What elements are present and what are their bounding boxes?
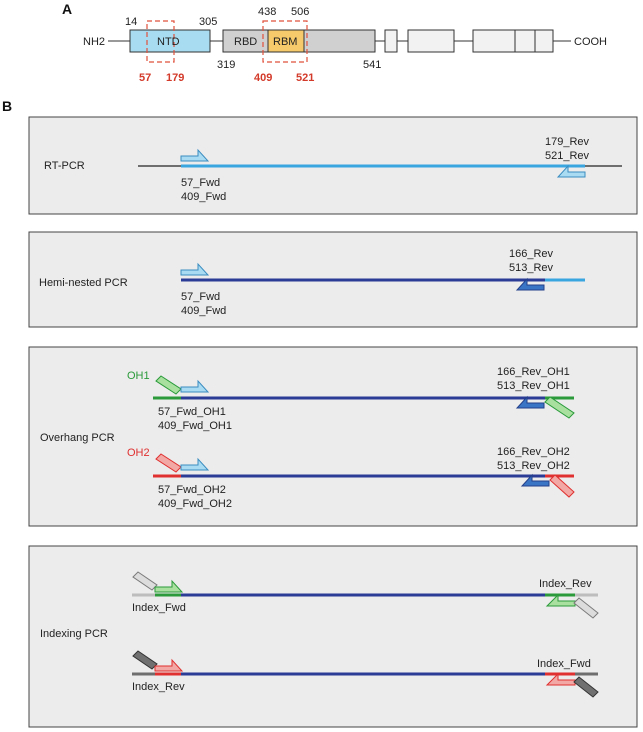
target-box-ntd	[146, 20, 175, 63]
overhang-panel: Overhang PCR OH1 57_Fwd_OH1 409_Fwd_OH1 …	[28, 346, 638, 527]
ntd-label: NTD	[157, 36, 180, 48]
s2-domain-1	[407, 29, 455, 53]
s2-domain-3	[514, 29, 536, 53]
hemi-fwd-label-1: 57_Fwd	[181, 291, 220, 303]
c-terminus-label: COOH	[574, 36, 607, 48]
rt-pcr-rev-label-2: 521_Rev	[545, 150, 590, 162]
rt-pcr-title: RT-PCR	[44, 160, 85, 172]
hemi-nested-title: Hemi-nested PCR	[39, 277, 128, 289]
idx-bot-rev-arrow	[545, 672, 576, 686]
idx-bot-fwd-label: Index_Rev	[132, 681, 185, 693]
idx-top-rev-label: Index_Rev	[539, 578, 592, 590]
rbd-label: RBD	[234, 36, 257, 48]
oh1-rev-label-1: 166_Rev_OH1	[497, 366, 570, 378]
pos-14: 14	[125, 16, 137, 28]
oh2-label: OH2	[127, 447, 150, 459]
oh1-fwd-label-2: 409_Fwd_OH1	[158, 420, 232, 432]
idx-top-rev-index-tail	[573, 597, 599, 619]
hemi-rev-label-2: 513_Rev	[509, 262, 554, 274]
protein-schematic: NH2 COOH NTD RBD RBM 14 305 438 506 319 …	[83, 6, 607, 84]
pos-506: 506	[291, 6, 309, 18]
pos-57: 57	[139, 72, 151, 84]
pos-319: 319	[217, 59, 235, 71]
overhang-box	[28, 346, 638, 527]
oh1-rev-tail	[544, 396, 575, 419]
rbm-label: RBM	[273, 36, 297, 48]
rbm-domain	[267, 29, 305, 53]
s2-domain-4	[534, 29, 554, 53]
indexing-box	[28, 545, 638, 728]
hemi-rev-label-1: 166_Rev	[509, 248, 554, 260]
rt-pcr-fwd-label-2: 409_Fwd	[181, 191, 226, 203]
panel-a-letter: A	[62, 1, 72, 17]
small-domain	[384, 29, 398, 53]
overhang-title: Overhang PCR	[40, 432, 115, 444]
idx-bot-fwd-arrow	[154, 658, 184, 672]
idx-bot-rev-index-tail	[573, 676, 599, 698]
pos-409: 409	[254, 72, 272, 84]
idx-bot-rev-label: Index_Fwd	[537, 658, 591, 670]
oh1-rev-label-2: 513_Rev_OH1	[497, 380, 570, 392]
oh2-rev-label-1: 166_Rev_OH2	[497, 446, 570, 458]
idx-top-fwd-label: Index_Fwd	[132, 602, 186, 614]
idx-bot-fwd-index-tail	[132, 650, 158, 670]
n-terminus-label: NH2	[83, 36, 105, 48]
pos-305: 305	[199, 16, 217, 28]
indexing-panel: Indexing PCR Index_Fwd Index_Rev Index_R…	[28, 545, 638, 728]
hemi-nested-panel: Hemi-nested PCR 57_Fwd 409_Fwd 166_Rev 5…	[28, 231, 638, 328]
target-box-rbm	[262, 20, 308, 63]
oh2-rev-label-2: 513_Rev_OH2	[497, 460, 570, 472]
pos-179: 179	[166, 72, 184, 84]
idx-top-fwd-index-tail	[132, 571, 158, 591]
hemi-fwd-label-2: 409_Fwd	[181, 305, 226, 317]
pos-541: 541	[363, 59, 381, 71]
oh2-fwd-label-1: 57_Fwd_OH2	[158, 484, 226, 496]
oh1-label: OH1	[127, 370, 150, 382]
s2-domain-2	[472, 29, 516, 53]
indexing-title: Indexing PCR	[40, 628, 108, 640]
idx-top-fwd-arrow	[154, 579, 184, 593]
oh1-fwd-label-1: 57_Fwd_OH1	[158, 406, 226, 418]
rt-pcr-rev-label-1: 179_Rev	[545, 136, 590, 148]
rt-pcr-panel: RT-PCR 57_Fwd 409_Fwd 179_Rev 521_Rev	[28, 116, 638, 215]
pos-521: 521	[296, 72, 314, 84]
pos-438: 438	[258, 6, 276, 18]
idx-top-rev-arrow	[545, 593, 576, 607]
ntd-domain	[129, 29, 211, 53]
panel-b-letter: B	[2, 98, 12, 114]
rt-pcr-fwd-label-1: 57_Fwd	[181, 177, 220, 189]
oh2-fwd-label-2: 409_Fwd_OH2	[158, 498, 232, 510]
oh2-rev-tail	[549, 474, 575, 498]
